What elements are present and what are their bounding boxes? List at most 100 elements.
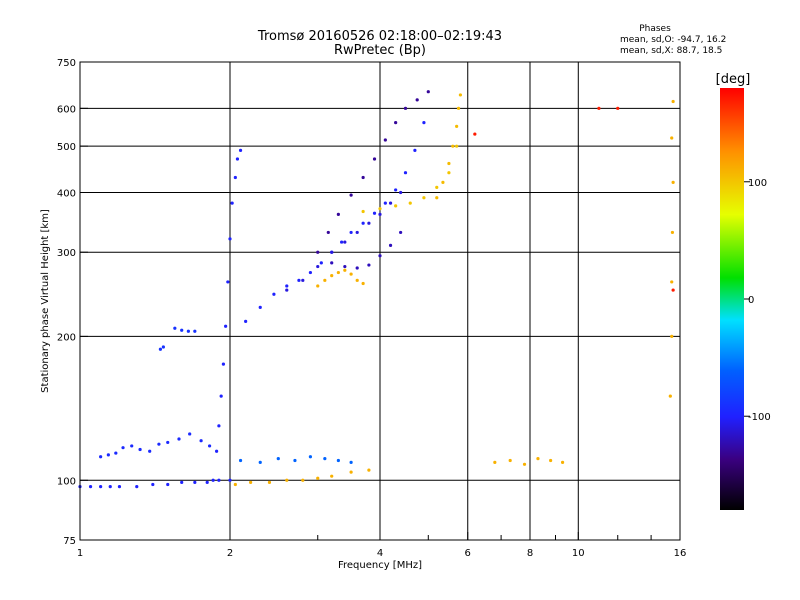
- data-point: [233, 482, 237, 487]
- data-point: [166, 482, 170, 487]
- data-point: [670, 136, 674, 140]
- data-point: [108, 485, 112, 489]
- data-point: [394, 204, 398, 208]
- data-point: [560, 460, 565, 464]
- data-point: [355, 230, 359, 235]
- data-point: [372, 211, 377, 215]
- y-tick-label: 600: [57, 104, 76, 115]
- x-axis-label: Frequency [MHz]: [338, 560, 422, 571]
- data-point: [388, 243, 393, 248]
- data-point: [536, 457, 540, 461]
- data-point: [349, 230, 353, 235]
- x-tick-label: 8: [527, 548, 533, 559]
- data-point: [378, 207, 382, 211]
- data-point: [413, 148, 417, 152]
- data-point: [276, 457, 280, 461]
- data-point: [455, 124, 459, 128]
- data-point: [138, 447, 142, 452]
- colorbar: [720, 88, 744, 510]
- data-point: [367, 263, 371, 267]
- data-point: [435, 185, 439, 189]
- data-point: [285, 478, 289, 482]
- colorbar-tick-label: 100: [748, 178, 767, 189]
- chart-title: Tromsø 20160526 02:18:00–02:19:43: [257, 29, 502, 44]
- data-point: [422, 196, 426, 200]
- data-point: [355, 266, 359, 270]
- data-point: [161, 345, 165, 349]
- data-point: [117, 485, 122, 489]
- data-point: [493, 460, 497, 464]
- data-point: [293, 458, 297, 463]
- data-point: [343, 264, 347, 269]
- data-point: [166, 440, 170, 445]
- phase-o-stats: mean, sd,O: -94.7, 16.2: [620, 35, 726, 45]
- data-point: [158, 347, 163, 351]
- data-point: [361, 175, 365, 180]
- y-tick-label: 300: [57, 248, 76, 259]
- data-point: [323, 278, 327, 282]
- data-point: [99, 485, 103, 489]
- y-tick-label: 400: [57, 188, 76, 199]
- data-point: [217, 478, 221, 482]
- grid: [80, 62, 680, 540]
- data-point: [173, 326, 177, 330]
- data-point: [180, 480, 184, 484]
- data-point: [323, 457, 327, 461]
- data-point: [285, 284, 289, 288]
- data-point: [451, 144, 455, 148]
- data-point: [668, 394, 672, 398]
- data-point: [670, 230, 675, 235]
- data-point: [349, 470, 353, 474]
- colorbar-tick-label: -100: [748, 412, 771, 423]
- data-point: [330, 250, 334, 254]
- data-point: [330, 474, 334, 478]
- data-point: [177, 437, 181, 441]
- data-point: [228, 237, 232, 241]
- data-point: [447, 161, 451, 166]
- data-point: [378, 212, 382, 216]
- data-point: [361, 221, 365, 225]
- data-point: [367, 221, 371, 225]
- data-point: [422, 121, 426, 125]
- data-point: [349, 193, 353, 197]
- data-point: [205, 480, 209, 484]
- data-point: [258, 305, 262, 309]
- data-point: [88, 485, 93, 489]
- data-point: [224, 324, 228, 328]
- data-point: [308, 270, 313, 275]
- data-point: [238, 148, 243, 152]
- data-point: [458, 93, 463, 97]
- data-point: [671, 99, 675, 104]
- data-point: [340, 240, 344, 244]
- data-point: [221, 362, 226, 366]
- data-point: [455, 144, 459, 148]
- data-point: [316, 284, 320, 288]
- data-point: [188, 432, 192, 436]
- data-point: [508, 458, 512, 463]
- data-point: [215, 449, 219, 453]
- data-point: [330, 274, 334, 278]
- colorbar-label: [deg]: [716, 72, 751, 87]
- data-point: [301, 478, 305, 482]
- data-point: [399, 190, 403, 195]
- data-point: [415, 98, 419, 102]
- data-point: [267, 480, 272, 484]
- data-point: [473, 132, 477, 136]
- data-point: [403, 106, 408, 110]
- data-point: [597, 106, 601, 110]
- data-point: [383, 138, 387, 142]
- data-point: [403, 171, 408, 175]
- data-point: [361, 281, 365, 286]
- data-point: [130, 444, 134, 448]
- data-point: [447, 171, 451, 175]
- data-point: [193, 480, 197, 484]
- data-point: [670, 334, 674, 338]
- data-point: [316, 264, 320, 269]
- data-point: [308, 455, 313, 459]
- data-point: [199, 439, 203, 443]
- data-point: [244, 319, 248, 323]
- data-point: [316, 250, 320, 254]
- data-point: [336, 458, 340, 463]
- data-point: [330, 261, 334, 265]
